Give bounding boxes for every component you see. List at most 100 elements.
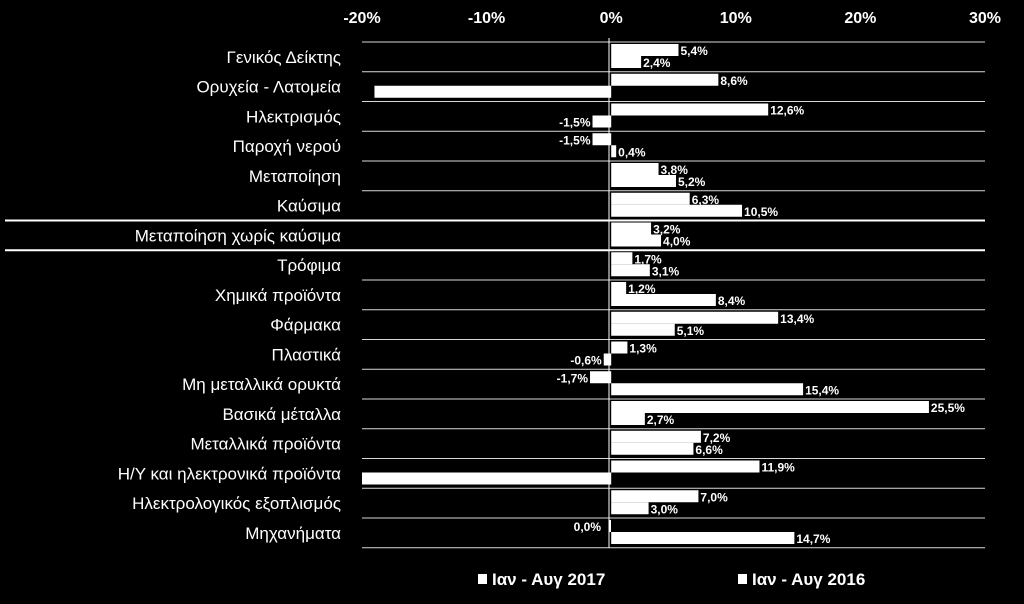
category-labels: Γενικός Δείκτης Ορυχεία - Λατομεία Ηλεκτρι… <box>118 48 341 543</box>
category-label: Πλαστικά <box>272 345 342 364</box>
category-label: Καύσιμα <box>277 197 341 216</box>
bar-2016 <box>611 145 617 158</box>
data-label: 3,1% <box>652 264 680 278</box>
bar-2017 <box>592 133 612 146</box>
data-label: 1,7% <box>634 252 662 266</box>
category-label: Τρόφιμα <box>277 256 341 275</box>
category-label: Μεταποίηση <box>249 167 341 186</box>
data-label: 1,2% <box>628 282 656 296</box>
bar-2017 <box>611 163 659 175</box>
data-label: 3,2% <box>653 223 681 237</box>
x-tick-label: 30% <box>969 10 1001 27</box>
data-label: 6,3% <box>692 193 720 207</box>
category-label: Γενικός Δείκτης <box>226 48 341 67</box>
data-label: 14,7% <box>796 532 830 546</box>
data-label: 1,3% <box>629 342 657 356</box>
category-label: Μεταποίηση χωρίς καύσιμα <box>135 226 341 245</box>
bar-2016 <box>603 353 612 366</box>
data-label: 5,4% <box>680 44 708 58</box>
data-label: 5,2% <box>678 175 706 189</box>
bar-2016 <box>611 56 642 68</box>
bar-2016 <box>611 204 743 217</box>
bar-2017 <box>611 460 760 473</box>
bar-2016 <box>611 383 804 396</box>
bar-2016 <box>611 442 694 455</box>
bar-2017 <box>611 430 701 443</box>
bar-2017 <box>611 44 679 56</box>
category-label: Παροχή νερού <box>233 137 341 156</box>
data-label: 0,4% <box>618 145 646 159</box>
data-label: 0,0% <box>574 520 602 534</box>
x-tick-label: 10% <box>720 10 752 27</box>
data-label: 13,4% <box>780 312 814 326</box>
bar-2016 <box>611 323 675 336</box>
bar-2016 <box>362 472 612 485</box>
category-label: Η/Υ και ηλεκτρονικά προϊόντα <box>118 464 341 483</box>
bar-2017 <box>611 252 633 265</box>
x-tick-label: 0% <box>600 10 623 27</box>
legend-label-2017: Ιαν - Αυγ 2017 <box>492 570 605 589</box>
bar-2017 <box>611 103 769 116</box>
bars <box>362 44 929 544</box>
category-label: Μηχανήματα <box>245 524 341 543</box>
bar-2017 <box>611 222 652 235</box>
bar-2016 <box>611 502 649 515</box>
bar-2017 <box>611 192 690 205</box>
data-label: 6,6% <box>695 443 723 457</box>
category-label: Ηλεκτρισμός <box>246 107 341 126</box>
data-label: 2,7% <box>647 413 675 427</box>
data-label: 10,5% <box>744 205 778 219</box>
data-label: -1,7% <box>557 371 589 385</box>
data-label: 8,6% <box>720 74 748 88</box>
grid-layer <box>5 38 985 549</box>
data-label: 2,4% <box>643 56 671 70</box>
category-label: Μεταλλικά προϊόντα <box>190 435 341 454</box>
bar-2017 <box>611 282 627 294</box>
bar-2017 <box>611 341 628 354</box>
data-label: -1,5% <box>559 116 591 130</box>
legend-swatch-2016 <box>738 574 747 584</box>
bar-2016 <box>611 413 645 425</box>
category-label: Χημικά προϊόντα <box>215 286 341 305</box>
data-label: -0,6% <box>570 354 602 368</box>
x-tick-label: -10% <box>468 10 505 27</box>
category-label: Βασικά μέταλλα <box>222 405 341 424</box>
bar-2017 <box>611 490 699 503</box>
bar-2017 <box>611 311 779 324</box>
bar-2016 <box>611 264 650 277</box>
x-tick-label: 20% <box>844 10 876 27</box>
bar-2017 <box>611 401 929 413</box>
data-label: 7,2% <box>703 431 731 445</box>
category-label: Μη μεταλλικά ορυκτά <box>182 375 341 394</box>
legend-label-2016: Ιαν - Αυγ 2016 <box>752 570 865 589</box>
data-label: 4,0% <box>663 235 691 249</box>
bar-2017 <box>611 73 719 86</box>
legend-swatch-2017 <box>478 574 487 584</box>
bar-2017 <box>609 520 611 532</box>
x-axis-ticks: -20% -10% 0% 10% 20% 30% <box>343 10 1001 27</box>
data-label: 5,1% <box>677 324 705 338</box>
data-label: -1,5% <box>559 133 591 147</box>
bar-2016 <box>374 85 612 98</box>
category-label: Φάρμακα <box>270 316 341 335</box>
data-label: 11,9% <box>761 461 795 475</box>
bar-2017 <box>590 371 612 384</box>
bar-2016 <box>611 234 662 247</box>
data-labels: 5,4% 8,6% 12,6% -1,5% 3,8% 6,3% 3,2% 1,7% 1,2% 13… <box>557 44 966 546</box>
data-label: 12,6% <box>770 104 804 118</box>
x-tick-label: -20% <box>343 10 380 27</box>
data-label: 8,4% <box>718 294 746 308</box>
category-label: Ορυχεία - Λατομεία <box>196 78 341 97</box>
bar-2016 <box>611 175 676 187</box>
data-label: 7,0% <box>700 490 728 504</box>
bar-2016 <box>592 115 612 128</box>
bar-2016 <box>611 532 795 544</box>
category-label: Ηλεκτρολογικός εξοπλισμός <box>132 494 341 513</box>
legend: Ιαν - Αυγ 2017 Ιαν - Αυγ 2016 <box>478 570 865 589</box>
data-label: 3,8% <box>661 163 689 177</box>
bar-2016 <box>611 294 716 306</box>
data-label: 3,0% <box>651 502 679 516</box>
data-label: 25,5% <box>931 401 965 415</box>
data-label: 15,4% <box>805 383 839 397</box>
